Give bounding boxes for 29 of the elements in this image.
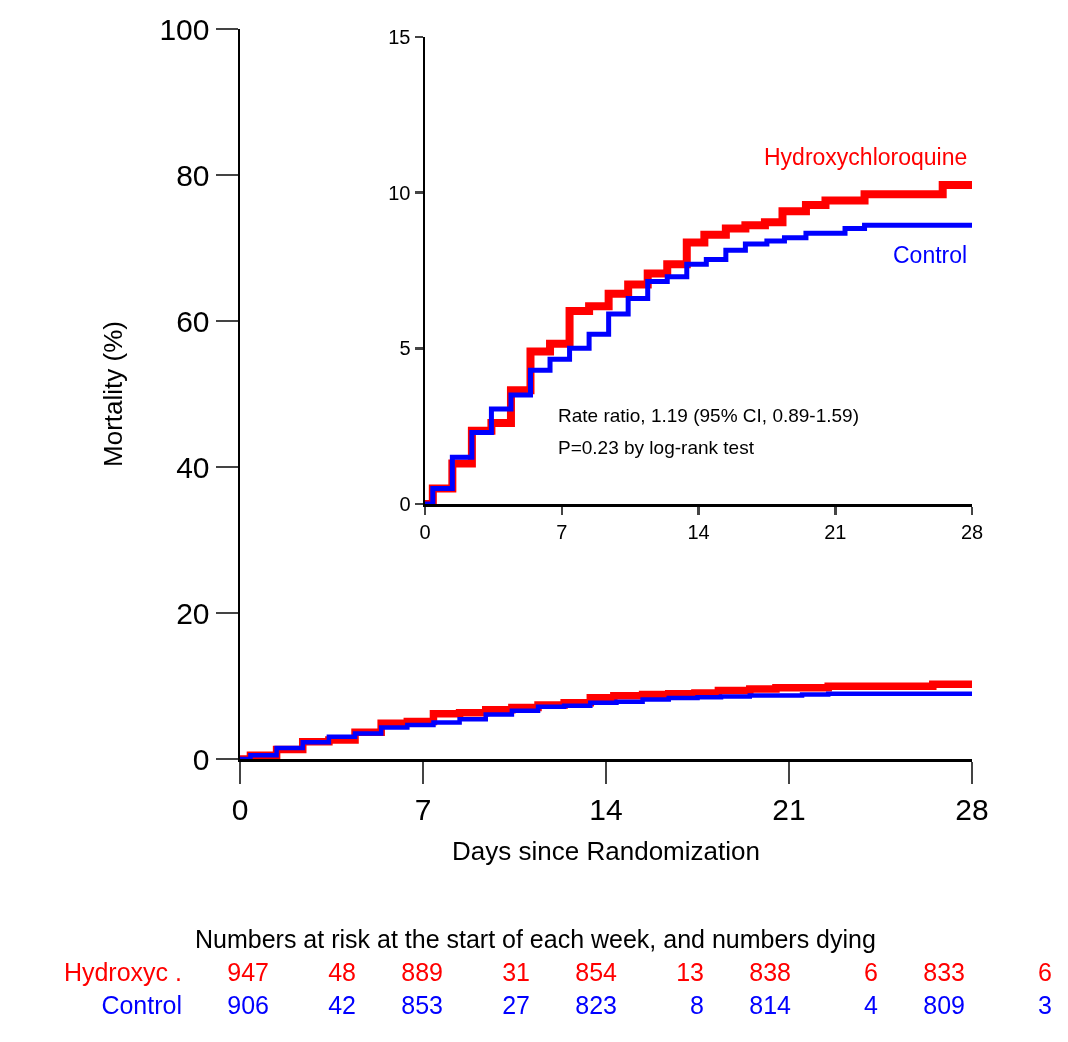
y-tick-label: 5 xyxy=(399,337,411,360)
text: Hydroxyc . 947 48 889 31 854 13 838 6 833 6 xyxy=(63,958,1052,986)
y-tick-label: 0 xyxy=(192,742,210,776)
x-axis-title: Days since Randomization xyxy=(452,836,760,867)
x-tick-label: 28 xyxy=(955,792,989,826)
series-label: Control xyxy=(893,242,968,268)
x-tick-label: 28 xyxy=(960,520,984,543)
y-tick-label: 15 xyxy=(388,26,411,48)
x-tick-label: 21 xyxy=(772,792,806,826)
y-tick-label: 60 xyxy=(176,304,210,338)
y-tick-label: 80 xyxy=(176,158,210,192)
y-tick-label: 20 xyxy=(176,596,210,630)
y-tick-label: 40 xyxy=(176,450,210,484)
annotation: P=0.23 by log-rank test xyxy=(558,437,755,458)
x-tick-label: 7 xyxy=(556,520,568,543)
annotation: Rate ratio, 1.19 (95% CI, 0.89-1.59) xyxy=(558,405,859,426)
x-tick-label: 14 xyxy=(687,520,710,543)
x-tick-label: 7 xyxy=(414,792,432,826)
y-tick-label: 10 xyxy=(388,181,411,204)
series-label: Hydroxychloroquine xyxy=(764,144,968,170)
text: Numbers at risk at the start of each week, and numbers dying xyxy=(195,925,877,954)
y-tick-label: 100 xyxy=(159,12,210,46)
y-tick-label: 0 xyxy=(399,493,411,515)
text: Control 906 42 853 27 823 8 814 4 809 3 xyxy=(101,991,1052,1019)
y-axis-title: Mortality (%) xyxy=(97,321,128,467)
x-tick-label: 0 xyxy=(419,520,431,543)
x-tick-label: 21 xyxy=(824,520,847,543)
x-tick-label: 0 xyxy=(231,792,249,826)
x-tick-label: 14 xyxy=(589,792,623,826)
